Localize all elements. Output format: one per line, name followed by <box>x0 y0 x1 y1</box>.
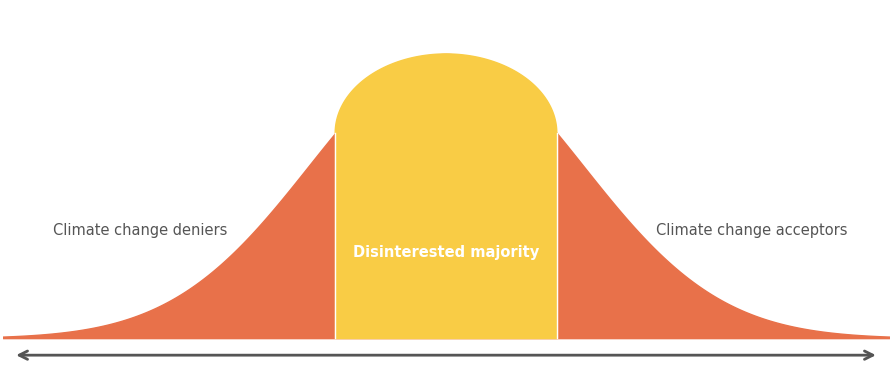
Bar <box>335 133 557 338</box>
Text: Disinterested majority: Disinterested majority <box>353 245 539 260</box>
Text: Climate change acceptors: Climate change acceptors <box>657 223 847 238</box>
Text: Climate change deniers: Climate change deniers <box>53 223 227 238</box>
Polygon shape <box>335 54 557 133</box>
